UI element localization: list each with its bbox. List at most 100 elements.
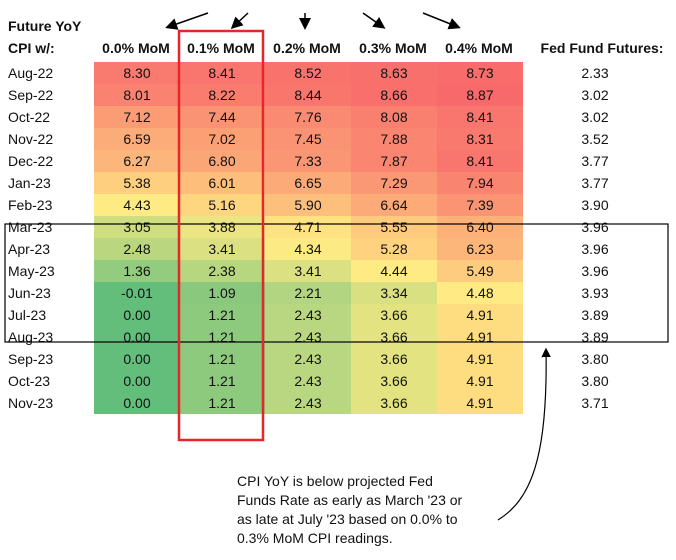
arrow-col1 — [165, 12, 209, 30]
heatmap-cell: 6.80 — [179, 150, 265, 172]
heatmap-cell: 2.43 — [265, 326, 351, 348]
heatmap-cell: 5.90 — [265, 194, 351, 216]
heatmap-cell: 8.30 — [94, 62, 180, 84]
arrow-col5 — [422, 12, 461, 30]
heatmap-cell: 7.29 — [351, 172, 437, 194]
fed-funds-value: 3.77 — [581, 175, 609, 191]
fed-funds-value: 3.52 — [581, 131, 609, 147]
fed-funds-value: 3.96 — [581, 241, 609, 257]
row-label: Aug-22 — [8, 65, 54, 81]
heatmap-cell: 8.63 — [351, 62, 437, 84]
fed-funds-value: 3.80 — [581, 351, 609, 367]
heatmap-cell: 1.21 — [179, 304, 265, 326]
heatmap-cell: 2.43 — [265, 370, 351, 392]
heatmap-cell: 0.00 — [94, 348, 180, 370]
column-header: 0.4% MoM — [445, 40, 513, 56]
heatmap-cell: 8.22 — [179, 84, 265, 106]
heatmap-cell: 7.44 — [179, 106, 265, 128]
heatmap-cell: 4.71 — [265, 216, 351, 238]
heatmap-cell: 3.66 — [351, 326, 437, 348]
heatmap-cell: 7.94 — [437, 172, 523, 194]
heatmap-cell: 3.66 — [351, 392, 437, 414]
heatmap-cell: 3.66 — [351, 304, 437, 326]
heatmap-cell: 4.43 — [94, 194, 180, 216]
heatmap-cell: 2.43 — [265, 392, 351, 414]
heatmap-cell: -0.01 — [94, 282, 180, 304]
heatmap-cell: 5.16 — [179, 194, 265, 216]
heatmap-cell: 4.34 — [265, 238, 351, 260]
column-header: 0.2% MoM — [273, 40, 341, 56]
fed-funds-value: 3.02 — [581, 87, 609, 103]
heatmap-cell: 0.00 — [94, 326, 180, 348]
heatmap-cell: 5.28 — [351, 238, 437, 260]
heatmap-cell: 8.44 — [265, 84, 351, 106]
heatmap-cell: 2.43 — [265, 304, 351, 326]
heatmap-cell: 1.21 — [179, 370, 265, 392]
heatmap-cell: 3.66 — [351, 370, 437, 392]
row-label: Nov-23 — [8, 395, 54, 411]
heatmap-cell: 8.08 — [351, 106, 437, 128]
heatmap-cell: 1.21 — [179, 348, 265, 370]
row-label: May-23 — [8, 263, 55, 279]
row-label: Feb-23 — [8, 197, 53, 213]
annotation-line: as late at July '23 based on 0.0% to — [237, 511, 458, 527]
arrow-col2 — [230, 12, 249, 30]
heatmap-cell: 4.91 — [437, 370, 523, 392]
heatmap-cell: 6.23 — [437, 238, 523, 260]
heatmap-cell: 4.91 — [437, 348, 523, 370]
fed-funds-value: 3.77 — [581, 153, 609, 169]
heatmap-cell: 8.41 — [437, 150, 523, 172]
fed-funds-value: 3.02 — [581, 109, 609, 125]
heatmap-cell: 3.05 — [94, 216, 180, 238]
heatmap-cell: 7.39 — [437, 194, 523, 216]
heatmap-cell: 6.40 — [437, 216, 523, 238]
row-label: Sep-22 — [8, 87, 54, 103]
header-title-line1: Future YoY — [8, 18, 82, 34]
heatmap-cell: 2.48 — [94, 238, 180, 260]
heatmap-cell: 2.21 — [265, 282, 351, 304]
heatmap-cell: 6.65 — [265, 172, 351, 194]
row-label: Oct-22 — [8, 109, 51, 125]
fed-funds-value: 3.96 — [581, 219, 609, 235]
heatmap-cell: 6.64 — [351, 194, 437, 216]
header-title-line2: CPI w/: — [8, 40, 55, 56]
row-label: Apr-23 — [8, 241, 51, 257]
heatmap-cell: 8.41 — [437, 106, 523, 128]
heatmap-cell: 7.87 — [351, 150, 437, 172]
heatmap-cell: 6.59 — [94, 128, 180, 150]
heatmap-cell: 8.52 — [265, 62, 351, 84]
heatmap-cell: 0.00 — [94, 392, 180, 414]
row-label: Jun-23 — [8, 285, 51, 301]
heatmap-cell: 7.88 — [351, 128, 437, 150]
fed-funds-value: 3.93 — [581, 285, 609, 301]
heatmap-cell: 3.41 — [179, 238, 265, 260]
heatmap-cell: 5.38 — [94, 172, 180, 194]
heatmap-cell: 7.12 — [94, 106, 180, 128]
annotation-line: 0.3% MoM CPI readings. — [237, 530, 393, 546]
fed-funds-value: 2.33 — [581, 65, 609, 81]
row-label: Jan-23 — [8, 175, 51, 191]
heatmap-cell: 8.41 — [179, 62, 265, 84]
heatmap-cell: 0.00 — [94, 370, 180, 392]
heatmap-cell: 3.34 — [351, 282, 437, 304]
row-label: Jul-23 — [8, 307, 47, 323]
heatmap-cell: 6.01 — [179, 172, 265, 194]
heatmap-cell: 8.01 — [94, 84, 180, 106]
fed-funds-value: 3.90 — [581, 197, 609, 213]
heatmap-cell: 4.91 — [437, 392, 523, 414]
heatmap-cell: 1.21 — [179, 326, 265, 348]
heatmap-cell: 4.91 — [437, 326, 523, 348]
heatmap-cell: 7.33 — [265, 150, 351, 172]
heatmap-cell: 8.66 — [351, 84, 437, 106]
fed-funds-value: 3.80 — [581, 373, 609, 389]
fed-funds-value: 3.89 — [581, 307, 609, 323]
heatmap-cell: 1.36 — [94, 260, 180, 282]
fed-funds-value: 3.96 — [581, 263, 609, 279]
heatmap-cell: 6.27 — [94, 150, 180, 172]
heatmap-cell: 8.73 — [437, 62, 523, 84]
row-label: Dec-22 — [8, 153, 54, 169]
row-label: Nov-22 — [8, 131, 54, 147]
heatmap-cell: 3.66 — [351, 348, 437, 370]
fed-header: Fed Fund Futures: — [540, 40, 664, 56]
